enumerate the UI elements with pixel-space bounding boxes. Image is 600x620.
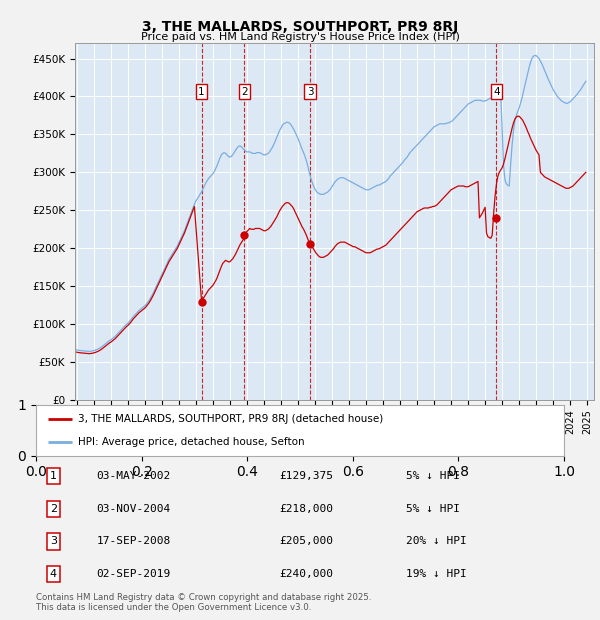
Text: 19% ↓ HPI: 19% ↓ HPI bbox=[406, 569, 466, 579]
Text: £205,000: £205,000 bbox=[279, 536, 333, 546]
Text: 2: 2 bbox=[50, 504, 57, 514]
Text: Contains HM Land Registry data © Crown copyright and database right 2025.
This d: Contains HM Land Registry data © Crown c… bbox=[36, 593, 371, 612]
Text: 17-SEP-2008: 17-SEP-2008 bbox=[97, 536, 171, 546]
Text: 1: 1 bbox=[198, 87, 205, 97]
Text: 3: 3 bbox=[50, 536, 57, 546]
Text: 4: 4 bbox=[50, 569, 57, 579]
Text: £218,000: £218,000 bbox=[279, 504, 333, 514]
Text: 03-MAY-2002: 03-MAY-2002 bbox=[97, 471, 171, 481]
Text: 3, THE MALLARDS, SOUTHPORT, PR9 8RJ (detached house): 3, THE MALLARDS, SOUTHPORT, PR9 8RJ (det… bbox=[78, 414, 383, 423]
Text: 2: 2 bbox=[241, 87, 247, 97]
Text: £129,375: £129,375 bbox=[279, 471, 333, 481]
Text: 5% ↓ HPI: 5% ↓ HPI bbox=[406, 504, 460, 514]
Text: £240,000: £240,000 bbox=[279, 569, 333, 579]
Text: 3: 3 bbox=[307, 87, 313, 97]
Text: Price paid vs. HM Land Registry's House Price Index (HPI): Price paid vs. HM Land Registry's House … bbox=[140, 32, 460, 42]
Text: 1: 1 bbox=[50, 471, 57, 481]
Text: 5% ↓ HPI: 5% ↓ HPI bbox=[406, 471, 460, 481]
Text: 03-NOV-2004: 03-NOV-2004 bbox=[97, 504, 171, 514]
Text: HPI: Average price, detached house, Sefton: HPI: Average price, detached house, Seft… bbox=[78, 437, 305, 447]
Text: 02-SEP-2019: 02-SEP-2019 bbox=[97, 569, 171, 579]
Text: 4: 4 bbox=[493, 87, 500, 97]
Text: 20% ↓ HPI: 20% ↓ HPI bbox=[406, 536, 466, 546]
Text: 3, THE MALLARDS, SOUTHPORT, PR9 8RJ: 3, THE MALLARDS, SOUTHPORT, PR9 8RJ bbox=[142, 20, 458, 35]
